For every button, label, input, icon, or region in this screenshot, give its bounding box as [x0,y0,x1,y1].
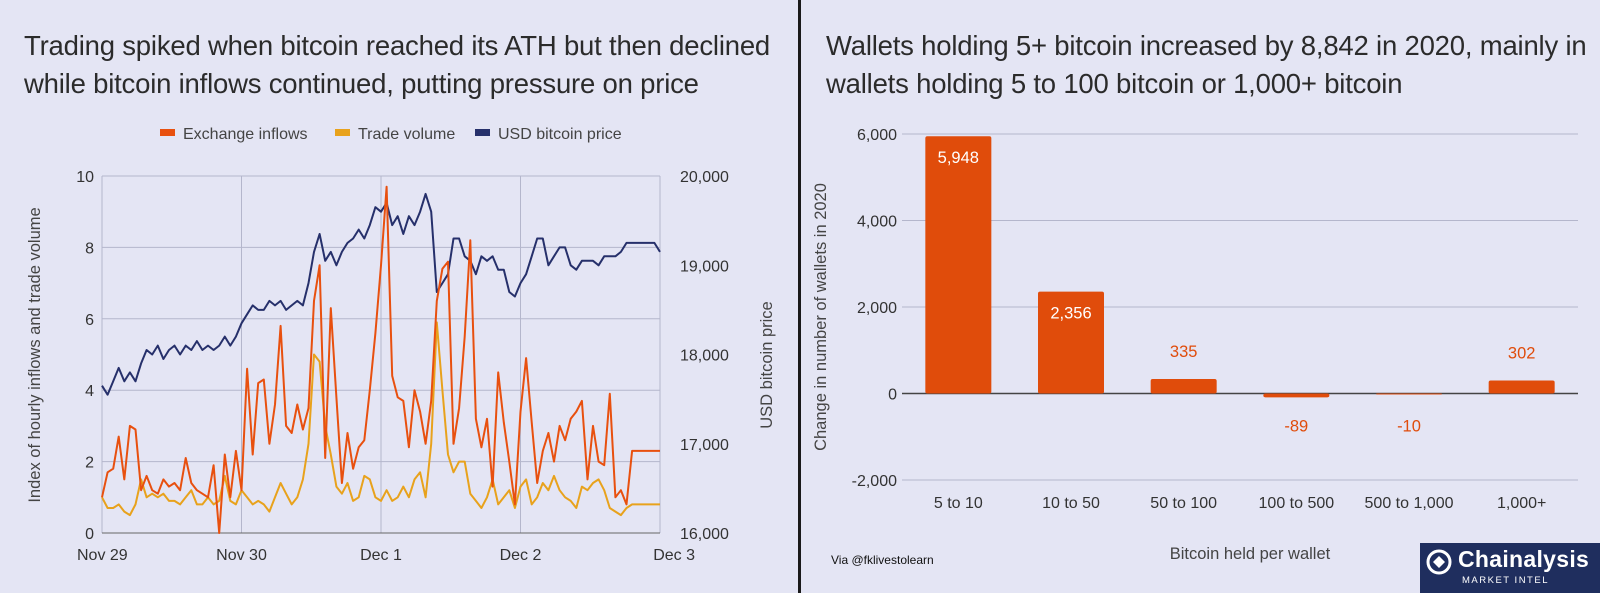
right-ytick-label: 18,000 [680,348,729,365]
bar-ytick-label: 0 [888,387,897,404]
right-ytick-label: 16,000 [680,526,729,543]
bar-data-label: 335 [1170,343,1198,361]
right-ytick-label: 17,000 [680,437,729,454]
right-bar-chart: -2,000 0 2,000 4,000 6,000 5,948 5 to 10 2,356 1… [812,127,1578,563]
logo-subtitle: MARKET INTEL [1462,575,1549,586]
bar-xtick-label: 500 to 1,000 [1365,495,1454,512]
left-chart-title: Trading spiked when bitcoin reached its … [24,30,771,99]
legend-label-trade-volume: Trade volume [358,126,455,143]
line-series-exchange-inflows [101,185,660,534]
bar-100-to-500 [1263,393,1330,398]
left-line-chart: 0 2 4 6 8 10 16,000 17,000 18,000 19,000 20,000 Nov… [26,126,776,564]
bar-10-to-50 [1038,291,1104,394]
left-ytick-label: 0 [85,526,94,543]
bar-5-to-10 [925,136,992,394]
legend-swatch-exchange-inflows [160,129,175,136]
bar-data-label: 5,948 [938,149,979,167]
left-ytick-label: 10 [76,169,94,186]
left-xtick-label: Dec 3 [653,547,695,564]
right-y-axis-title: USD bitcoin price [758,301,776,428]
left-ytick-label: 2 [85,455,94,472]
via-credit: Via @fklivestolearn [831,553,934,567]
bar-xtick-label: 50 to 100 [1150,495,1217,512]
left-ytick-label: 6 [85,312,94,329]
line-series-usd-bitcoin-price [101,192,661,396]
legend-swatch-trade-volume [335,129,350,136]
right-ytick-label: 19,000 [680,258,729,275]
left-xtick-label: Dec 1 [360,547,402,564]
bar-50-to-100 [1150,379,1217,394]
bar-x-axis-title: Bitcoin held per wallet [1170,545,1331,563]
panel-divider [798,0,801,593]
line-series-trade-volume [101,321,660,517]
right-chart-panel: Wallets holding 5+ bitcoin increased by … [802,0,1600,593]
bar-ytick-label: -2,000 [852,473,897,490]
left-chart-panel: Trading spiked when bitcoin reached its … [0,0,798,593]
bar-xtick-label: 10 to 50 [1042,495,1100,512]
left-ytick-label: 8 [85,240,94,257]
bar-ytick-label: 2,000 [857,300,897,317]
left-xtick-label: Nov 30 [216,547,267,564]
bar-1-000- [1488,380,1555,394]
bar-xtick-label: 1,000+ [1497,495,1546,512]
bar-data-label: 2,356 [1050,305,1091,323]
legend-label-exchange-inflows: Exchange inflows [183,126,308,143]
left-xtick-label: Dec 2 [500,547,542,564]
left-xtick-label: Nov 29 [77,547,128,564]
bar-data-label: -10 [1397,418,1421,436]
left-ytick-label: 4 [85,383,94,400]
right-ytick-label: 20,000 [680,169,729,186]
bar-ytick-label: 6,000 [857,127,897,144]
bar-xtick-label: 5 to 10 [934,495,983,512]
legend-swatch-usd-bitcoin-price [475,129,490,136]
legend-label-usd-bitcoin-price: USD bitcoin price [498,126,622,143]
chainalysis-logo: Chainalysis MARKET INTEL [1420,543,1600,593]
bar-data-label: 302 [1508,344,1536,362]
left-y-axis-title: Index of hourly inflows and trade volume [26,207,44,502]
logo-name: Chainalysis [1458,546,1590,572]
bar-y-axis-title: Change in number of wallets in 2020 [812,183,830,451]
bar-data-label: -89 [1284,418,1308,436]
bar-ytick-label: 4,000 [857,214,897,231]
bar-500-to-1-000 [1376,393,1442,395]
chainalysis-logo-icon [1426,549,1452,575]
right-chart-title: Wallets holding 5+ bitcoin increased by … [826,30,1587,99]
bar-xtick-label: 100 to 500 [1259,495,1335,512]
